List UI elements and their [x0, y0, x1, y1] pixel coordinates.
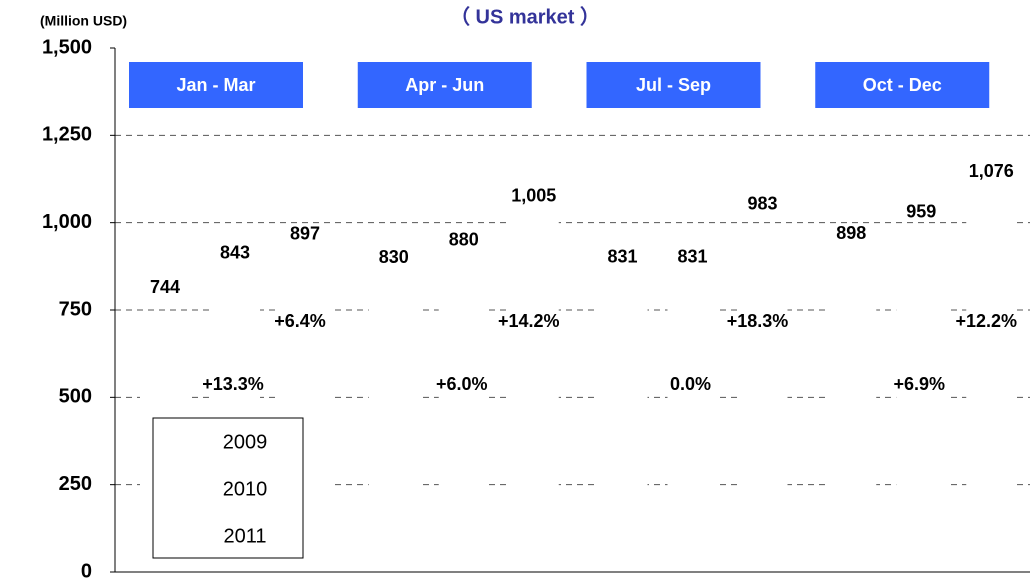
value-label: 897 [290, 223, 320, 243]
chart-title: （ US market ） [450, 5, 600, 28]
quarter-label: Apr - Jun [405, 75, 484, 95]
growth-label: +14.2% [498, 311, 560, 331]
value-label: 843 [220, 242, 250, 262]
bar [438, 264, 489, 572]
value-label: 983 [747, 193, 777, 213]
y-tick-label: 500 [59, 386, 92, 408]
growth-label: +6.4% [274, 311, 326, 331]
quarter-label: Jan - Mar [176, 75, 255, 95]
legend-label: 2010 [223, 478, 268, 500]
legend-label: 2009 [223, 431, 268, 453]
value-label: 880 [449, 229, 479, 249]
value-label: 831 [607, 246, 637, 266]
bar [368, 282, 419, 572]
legend-box [152, 417, 304, 559]
quarter-header [129, 62, 303, 108]
quarter-header [357, 62, 532, 108]
y-tick-label: 750 [59, 298, 92, 320]
bar [966, 196, 1017, 572]
growth-label: +13.3% [202, 374, 264, 394]
y-tick-label: 1,500 [42, 36, 92, 58]
value-label: 830 [379, 247, 409, 267]
growth-label: +6.0% [436, 374, 488, 394]
quarter-header [586, 62, 761, 108]
bar [597, 281, 648, 572]
growth-label: 0.0% [670, 374, 711, 394]
quarter-label: Jul - Sep [636, 75, 711, 95]
bar [896, 236, 947, 573]
bar [667, 281, 718, 572]
growth-label: +12.2% [955, 311, 1017, 331]
value-label: 744 [150, 277, 180, 297]
y-tick-label: 250 [59, 473, 92, 495]
value-label: 959 [906, 202, 936, 222]
y-tick-label: 1,000 [42, 211, 92, 233]
y-tick-label: 0 [81, 560, 92, 582]
bar [737, 228, 788, 572]
quarter-label: Oct - Dec [863, 75, 942, 95]
legend-label: 2011 [223, 525, 266, 547]
bar [826, 258, 877, 572]
value-label: 1,076 [969, 161, 1014, 181]
growth-label: +18.3% [727, 311, 789, 331]
value-label: 898 [836, 223, 866, 243]
y-tick-label: 1,250 [42, 124, 92, 146]
quarter-header [815, 62, 990, 108]
growth-label: +6.9% [893, 374, 945, 394]
value-label: 831 [677, 246, 707, 266]
y-axis-label: (Million USD) [40, 13, 127, 29]
bar [508, 220, 559, 573]
value-label: 1,005 [511, 186, 556, 206]
